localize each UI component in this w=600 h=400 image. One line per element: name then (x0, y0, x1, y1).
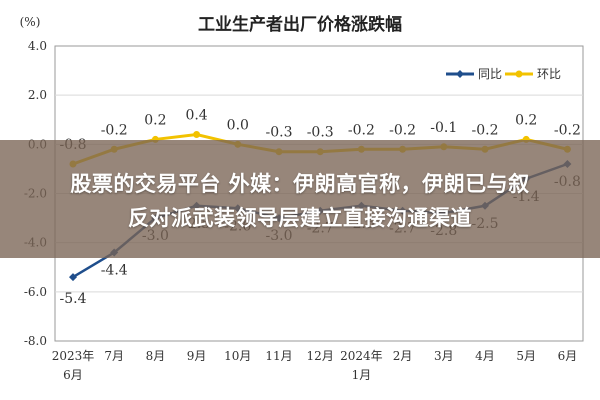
x-tick-label: 5月 (516, 349, 536, 363)
mom-data-label: -0.3 (266, 125, 293, 141)
x-tick-label: 7月 (104, 349, 124, 363)
legend-mom-marker (515, 70, 523, 78)
yoy-data-label: -4.4 (101, 263, 128, 279)
x-tick-label: 9月 (187, 349, 207, 363)
mom-data-label: 0.2 (515, 112, 537, 128)
mom-data-label: -0.1 (430, 120, 457, 136)
mom-data-label: -0.2 (472, 122, 499, 138)
x-tick-label: 2024年 (340, 349, 383, 363)
news-headline-line2[interactable]: 反对派武装领导层建立直接沟通渠道 (128, 206, 472, 230)
legend-yoy-label: 同比 (478, 67, 502, 81)
y-tick-label: 2.0 (28, 88, 47, 102)
news-headline-line1[interactable]: 股票的交易平台 外媒：伊朗高官称，伊朗已与叙 (70, 172, 530, 196)
yoy-point (69, 273, 77, 282)
x-tick-label: 6月 (63, 368, 83, 382)
y-tick-label: -8.0 (24, 334, 47, 348)
mom-data-label: -0.2 (389, 122, 416, 138)
legend-mom-label: 环比 (537, 67, 561, 81)
mom-data-label: -0.2 (554, 122, 581, 138)
chart-title: 工业生产者出厂价格涨跌幅 (198, 14, 402, 35)
mom-data-label: 0.2 (144, 112, 166, 128)
x-tick-label: 2023年 (52, 349, 95, 363)
mom-point (193, 131, 201, 138)
mom-data-label: -0.2 (348, 122, 375, 138)
y-tick-label: 4.0 (28, 39, 47, 53)
x-tick-label: 6月 (558, 349, 578, 363)
x-tick-label: 3月 (434, 349, 454, 363)
x-tick-label: 4月 (475, 349, 495, 363)
y-tick-label: -6.0 (24, 285, 47, 299)
legend-yoy-marker (456, 70, 464, 78)
y-unit-label: (%) (20, 15, 41, 29)
mom-data-label: -0.3 (307, 125, 334, 141)
news-overlay-band[interactable] (0, 140, 600, 258)
x-tick-label: 8月 (146, 349, 166, 363)
mom-data-label: -0.2 (101, 122, 128, 138)
x-tick-label: 2月 (393, 349, 413, 363)
x-tick-label: 1月 (352, 368, 372, 382)
x-tick-label: 10月 (224, 349, 251, 363)
x-tick-label: 12月 (307, 349, 334, 363)
mom-data-label: 0.0 (227, 117, 249, 133)
yoy-data-label: -5.4 (60, 291, 87, 307)
x-tick-label: 11月 (265, 349, 292, 363)
mom-data-label: 0.4 (185, 108, 207, 124)
